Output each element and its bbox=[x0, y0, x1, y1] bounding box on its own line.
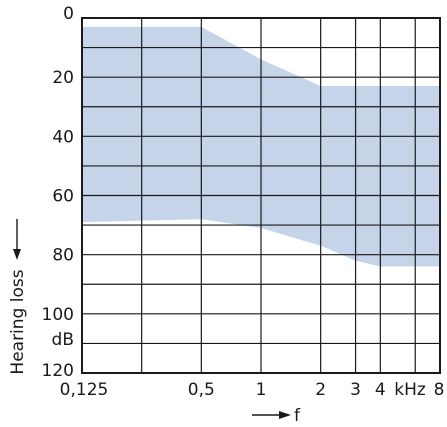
y-tick-label: 100 bbox=[42, 305, 74, 325]
y-tick-labels: 0 20 40 60 80 100 120 bbox=[42, 4, 74, 381]
svg-text:f: f bbox=[294, 406, 301, 426]
x-tick-label: 1 bbox=[256, 380, 267, 400]
x-unit-label: kHz bbox=[394, 380, 426, 400]
x-axis-arrow-head bbox=[279, 411, 291, 419]
x-tick-label: 0,5 bbox=[188, 380, 215, 400]
x-tick-label: 2 bbox=[315, 380, 326, 400]
x-tick-label: 3 bbox=[350, 380, 361, 400]
y-tick-label: 40 bbox=[52, 127, 74, 147]
y-tick-label: 80 bbox=[52, 246, 74, 266]
y-tick-label: 20 bbox=[52, 68, 74, 88]
x-tick-labels: 0,125 0,5 1 2 3 4 8 bbox=[60, 380, 445, 400]
x-tick-label: 0,125 bbox=[60, 380, 109, 400]
y-tick-label: 60 bbox=[52, 187, 74, 207]
x-tick-label: 4 bbox=[375, 380, 386, 400]
svg-text:Hearing loss: Hearing loss bbox=[8, 269, 28, 374]
y-unit-label: dB bbox=[52, 330, 74, 350]
x-axis-title: f bbox=[252, 406, 301, 426]
y-tick-label: 0 bbox=[63, 4, 74, 24]
x-tick-label: 8 bbox=[434, 380, 445, 400]
y-axis-arrow-head bbox=[13, 249, 21, 260]
y-axis-title: Hearing loss bbox=[8, 219, 28, 375]
y-tick-label: 120 bbox=[42, 361, 74, 381]
plot-frame bbox=[81, 17, 441, 374]
